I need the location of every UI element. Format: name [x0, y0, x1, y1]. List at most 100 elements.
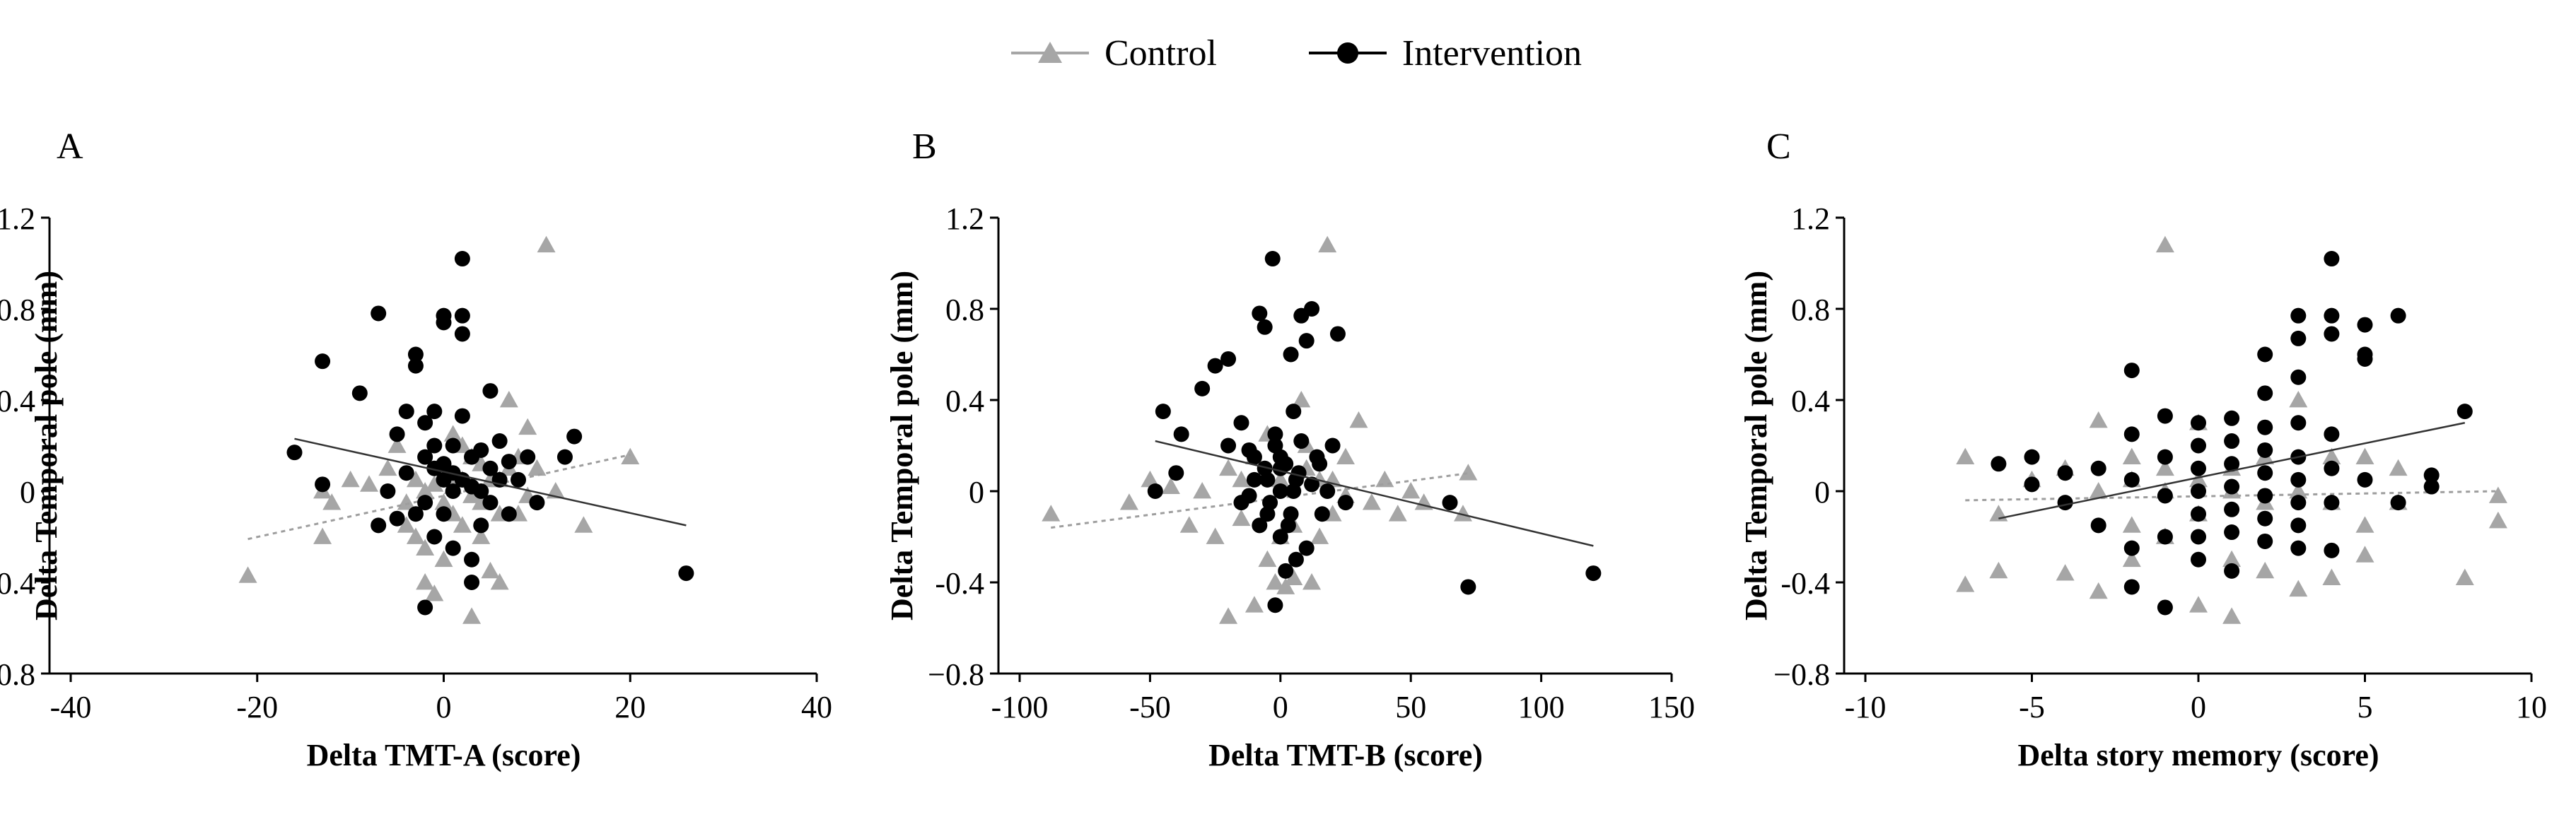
intervention-point	[2191, 437, 2206, 454]
control-point	[537, 235, 556, 253]
x-tick-label: 150	[1648, 690, 1695, 724]
intervention-point	[1155, 404, 1171, 420]
intervention-point	[371, 517, 387, 534]
intervention-point	[407, 346, 424, 363]
control-trend-line	[247, 453, 631, 541]
intervention-point	[1304, 476, 1320, 493]
control-point	[462, 607, 482, 624]
y-tick-label: 1.2	[945, 201, 984, 236]
intervention-point	[2191, 483, 2206, 499]
intervention-point	[2057, 495, 2073, 511]
intervention-point	[454, 408, 470, 424]
x-tick-label: 5	[2358, 690, 2373, 724]
control-point	[434, 493, 453, 510]
intervention-point	[1319, 483, 1336, 499]
intervention-point	[417, 449, 433, 465]
intervention-point	[520, 449, 536, 465]
intervention-point	[1290, 465, 1307, 481]
x-tick-label: -50	[1129, 690, 1171, 724]
intervention-point	[2257, 419, 2273, 435]
intervention-point	[1262, 495, 1278, 511]
control-point	[1336, 447, 1355, 465]
x-tick-label: -40	[50, 690, 92, 724]
intervention-point	[2090, 517, 2106, 534]
intervention-point	[436, 506, 452, 522]
intervention-point	[2224, 410, 2240, 426]
y-axis-title: Delta Temporal pole (mm)	[885, 271, 919, 621]
intervention-point	[1246, 449, 1262, 465]
intervention-point	[2157, 529, 2173, 545]
control-point	[443, 425, 462, 442]
control-point	[1459, 464, 1478, 481]
control-point	[621, 447, 640, 465]
intervention-point	[315, 476, 331, 493]
y-tick-label: -0.4	[1781, 566, 1830, 601]
control-point	[2056, 564, 2075, 581]
control-point	[2155, 235, 2174, 253]
intervention-point	[1293, 433, 1310, 449]
intervention-point	[2324, 326, 2340, 342]
intervention-point	[417, 415, 433, 431]
intervention-point	[1168, 465, 1184, 481]
control-point	[1141, 470, 1160, 488]
control-point	[1219, 459, 1238, 476]
control-point	[387, 436, 407, 453]
intervention-point	[1252, 305, 1268, 322]
intervention-point	[2157, 599, 2173, 616]
intervention-point	[2191, 415, 2206, 431]
x-tick-label: 10	[2516, 690, 2547, 724]
intervention-point	[2224, 563, 2240, 579]
y-tick-label: -0.4	[0, 566, 35, 601]
intervention-point	[407, 358, 424, 374]
control-point	[1179, 516, 1199, 533]
intervention-point	[2324, 542, 2340, 558]
control-point	[1276, 577, 1295, 594]
y-tick-label: 0	[969, 475, 984, 510]
control-point	[2256, 561, 2275, 579]
intervention-point	[556, 449, 573, 465]
control-point	[397, 493, 416, 510]
y-tick-label: −0.8	[1773, 657, 1830, 692]
control-point	[2289, 482, 2308, 499]
control-point	[397, 516, 416, 533]
intervention-trend-line	[1998, 422, 2466, 519]
intervention-point	[2257, 533, 2273, 549]
control-point	[1161, 477, 1180, 494]
y-tick-label: 0.4	[0, 384, 35, 418]
intervention-point	[2390, 307, 2406, 324]
intervention-point	[1286, 483, 1302, 499]
control-point	[472, 527, 491, 544]
intervention-point	[1252, 517, 1268, 534]
intervention-point	[464, 478, 480, 495]
control-point	[1245, 596, 1264, 613]
intervention-point	[2224, 433, 2240, 449]
control-point	[2455, 568, 2474, 585]
intervention-point	[2324, 495, 2340, 511]
control-point	[434, 550, 453, 568]
intervention-point	[2290, 369, 2307, 385]
intervention-point	[2290, 495, 2307, 511]
intervention-point	[2456, 404, 2473, 420]
control-point	[2355, 516, 2374, 533]
legend-item-intervention: Intervention	[1308, 33, 1582, 74]
intervention-point	[2191, 529, 2206, 545]
control-point	[425, 584, 444, 601]
control-point	[453, 516, 472, 533]
intervention-point	[1283, 346, 1299, 363]
control-point	[1989, 505, 2008, 522]
intervention-point	[389, 510, 405, 527]
intervention-point	[482, 460, 499, 476]
x-axis-title: Delta TMT-B (score)	[1208, 738, 1483, 772]
control-point	[406, 527, 425, 544]
x-axis-title: Delta TMT-A (score)	[307, 738, 581, 772]
control-point	[2289, 580, 2308, 597]
control-point	[518, 418, 537, 435]
control-point	[499, 391, 518, 408]
intervention-point	[2224, 478, 2240, 495]
control-point	[416, 539, 435, 556]
x-tick-label: -5	[2019, 690, 2045, 724]
control-point	[1302, 573, 1322, 590]
control-point	[1989, 561, 2008, 579]
control-point	[481, 561, 500, 579]
intervention-point	[2390, 495, 2406, 511]
